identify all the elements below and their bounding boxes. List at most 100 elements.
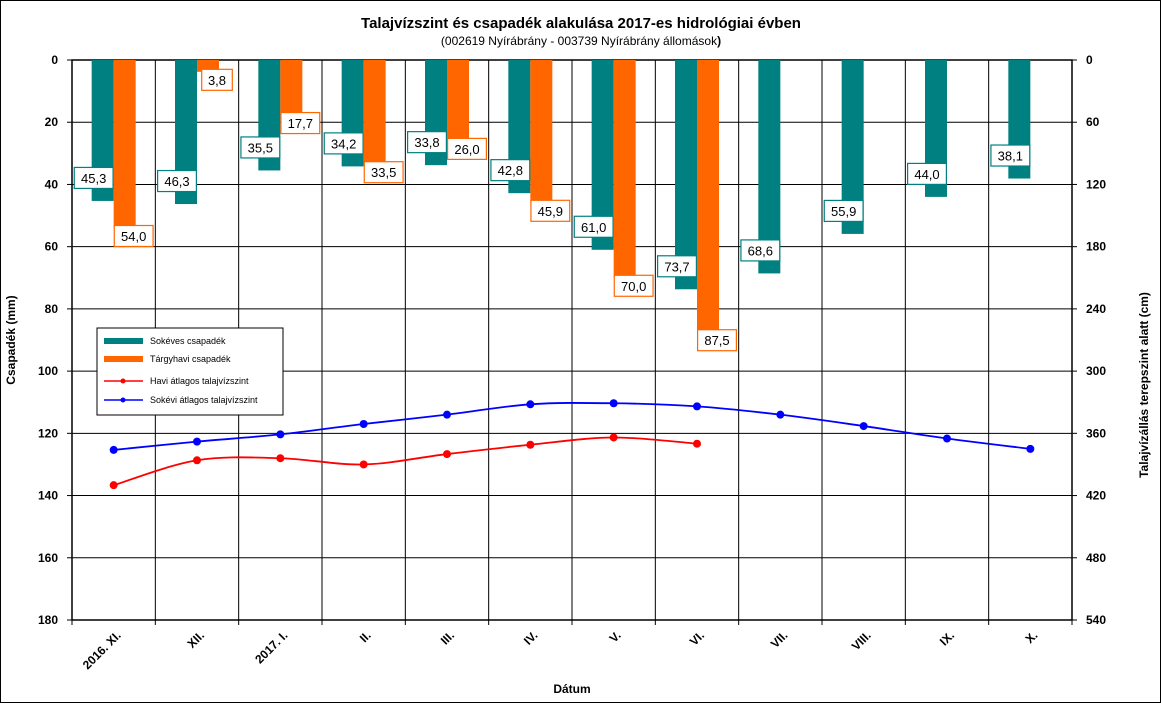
havi-atlagos-talajvizszint-point xyxy=(443,450,451,459)
data-label-sokeves-text: 35,5 xyxy=(248,140,273,155)
data-label-sokeves-text: 55,9 xyxy=(831,204,856,219)
data-label-targyhavi: 26,0 xyxy=(447,137,488,160)
data-label-sokeves-box xyxy=(823,199,864,223)
bar-targyhavi-csapadek xyxy=(447,60,469,141)
bar-targyhavi-csapadek xyxy=(113,60,136,228)
legend-marker-havi xyxy=(120,378,126,384)
chart-subtitle: (002619 Nyírábrány - 003739 Nyírábrány á… xyxy=(441,34,721,48)
data-label-targyhavi-box xyxy=(280,111,321,135)
sokevi-atlagos-talajvizszint-point xyxy=(443,410,451,419)
chart-title: Talajvízszint és csapadék alakulása 2017… xyxy=(361,15,801,32)
data-label-sokeves-box xyxy=(407,131,448,154)
havi-atlagos-talajvizszint-point xyxy=(526,440,535,449)
data-label-targyhavi-text: 17,7 xyxy=(288,116,313,131)
data-label-targyhavi-text: 54,0 xyxy=(121,229,146,244)
x-tick-label: X. xyxy=(1023,628,1041,646)
data-label-targyhavi-text: 70,0 xyxy=(621,279,646,294)
data-label-sokeves: 45,3 xyxy=(73,166,114,190)
bars-group xyxy=(91,60,1031,333)
data-label-targyhavi-box xyxy=(113,224,154,248)
data-label-sokeves: 34,2 xyxy=(323,132,364,155)
data-label-targyhavi-box xyxy=(530,199,571,222)
x-tick-label: VII. xyxy=(768,628,791,651)
data-label-sokeves: 44,0 xyxy=(906,162,947,185)
x-axis-ticks: 2016. XI. XII. 2017. I. II. III. IV. V. VI. VII.… xyxy=(71,620,1073,672)
x-tick-label: 2017. I. xyxy=(252,628,290,666)
data-label-sokeves-text: 46,3 xyxy=(164,174,189,189)
legend-label-sokeves: Sokéves csapadék xyxy=(150,336,226,346)
havi-atlagos-talajvizszint-line xyxy=(113,436,698,487)
data-label-sokeves: 55,9 xyxy=(823,199,864,223)
sokevi-atlagos-talajvizszint-point xyxy=(693,402,701,411)
data-label-sokeves-text: 42,8 xyxy=(498,163,523,178)
chart-subtitle-suffix: ) xyxy=(717,34,721,48)
legend-label-targyhavi: Tárgyhavi csapadék xyxy=(150,354,231,364)
sokevi-atlagos-talajvizszint-point xyxy=(609,399,618,408)
bar-targyhavi-csapadek xyxy=(280,60,303,116)
bar-targyhavi-csapadek xyxy=(530,60,553,203)
data-label-targyhavi: 17,7 xyxy=(280,111,321,135)
x-tick-label: 2016. XI. xyxy=(80,628,124,672)
data-label-targyhavi-box xyxy=(447,137,488,160)
bar-targyhavi-csapadek xyxy=(613,60,636,278)
sokevi-atlagos-talajvizszint-point xyxy=(1026,444,1035,453)
data-label-targyhavi: 54,0 xyxy=(113,224,154,248)
data-label-sokeves-text: 73,7 xyxy=(664,259,689,274)
bar-sokeves-csapadek xyxy=(925,60,947,197)
right-axis-ticks: 0 60 120 180 240 300 360 420 480 540 xyxy=(1072,53,1106,627)
sokevi-atlagos-talajvizszint-point xyxy=(109,445,118,454)
bar-targyhavi-csapadek xyxy=(697,60,719,333)
data-label-sokeves-text: 68,6 xyxy=(748,243,773,258)
right-tick-label: 0 xyxy=(1086,53,1093,67)
data-label-targyhavi-box xyxy=(363,161,404,184)
data-label-sokeves-box xyxy=(240,136,281,159)
data-label-targyhavi-text: 33,5 xyxy=(371,165,396,180)
data-label-sokeves-box xyxy=(990,144,1031,167)
sokevi-atlagos-talajvizszint-point xyxy=(776,410,785,419)
data-label-sokeves-box xyxy=(656,255,697,278)
bar-sokeves-csapadek xyxy=(175,60,197,205)
data-label-targyhavi: 87,5 xyxy=(696,329,737,352)
data-label-sokeves-text: 33,8 xyxy=(414,135,439,150)
sokevi-atlagos-talajvizszint-line xyxy=(113,402,1031,451)
left-tick-label: 120 xyxy=(38,426,58,440)
sokevi-atlagos-talajvizszint-point xyxy=(526,400,535,409)
left-tick-label: 160 xyxy=(38,551,58,565)
right-tick-label: 120 xyxy=(1086,177,1106,191)
data-label-sokeves-text: 38,1 xyxy=(998,149,1023,164)
legend: Sokéves csapadék Tárgyhavi csapadék Havi… xyxy=(96,327,284,416)
left-tick-label: 180 xyxy=(38,613,58,627)
left-tick-label: 140 xyxy=(38,489,58,503)
bar-targyhavi-csapadek xyxy=(363,60,386,165)
x-axis-label: Dátum xyxy=(553,682,590,696)
data-label-sokeves-box xyxy=(740,239,781,262)
sokevi-atlagos-talajvizszint-point xyxy=(276,430,285,439)
right-tick-label: 60 xyxy=(1086,115,1100,129)
right-tick-label: 300 xyxy=(1086,364,1106,378)
sokevi-atlagos-talajvizszint-point xyxy=(193,437,201,446)
havi-atlagos-talajvizszint-point xyxy=(109,481,118,490)
data-label-targyhavi: 45,9 xyxy=(530,199,571,222)
data-label-targyhavi: 33,5 xyxy=(363,161,404,184)
data-label-sokeves: 61,0 xyxy=(573,215,614,238)
data-label-sokeves-box xyxy=(490,159,531,182)
data-label-sokeves-box xyxy=(157,169,198,193)
lines-group xyxy=(109,399,1035,490)
havi-atlagos-talajvizszint-point xyxy=(276,454,285,463)
right-tick-label: 360 xyxy=(1086,426,1106,440)
sokevi-atlagos-talajvizszint-point xyxy=(943,434,951,443)
data-label-sokeves: 35,5 xyxy=(240,136,281,159)
data-label-targyhavi-text: 26,0 xyxy=(454,142,479,157)
left-tick-label: 40 xyxy=(45,177,59,191)
x-tick-label: XII. xyxy=(184,628,207,651)
data-label-targyhavi: 70,0 xyxy=(613,274,654,297)
left-tick-label: 0 xyxy=(51,53,58,67)
legend-label-havi: Havi átlagos talajvízszint xyxy=(150,376,249,386)
x-tick-label: V. xyxy=(607,628,624,645)
right-tick-label: 480 xyxy=(1086,551,1106,565)
data-label-sokeves-box xyxy=(573,215,614,238)
data-label-sokeves: 68,6 xyxy=(740,239,781,262)
bar-sokeves-csapadek xyxy=(91,60,114,201)
